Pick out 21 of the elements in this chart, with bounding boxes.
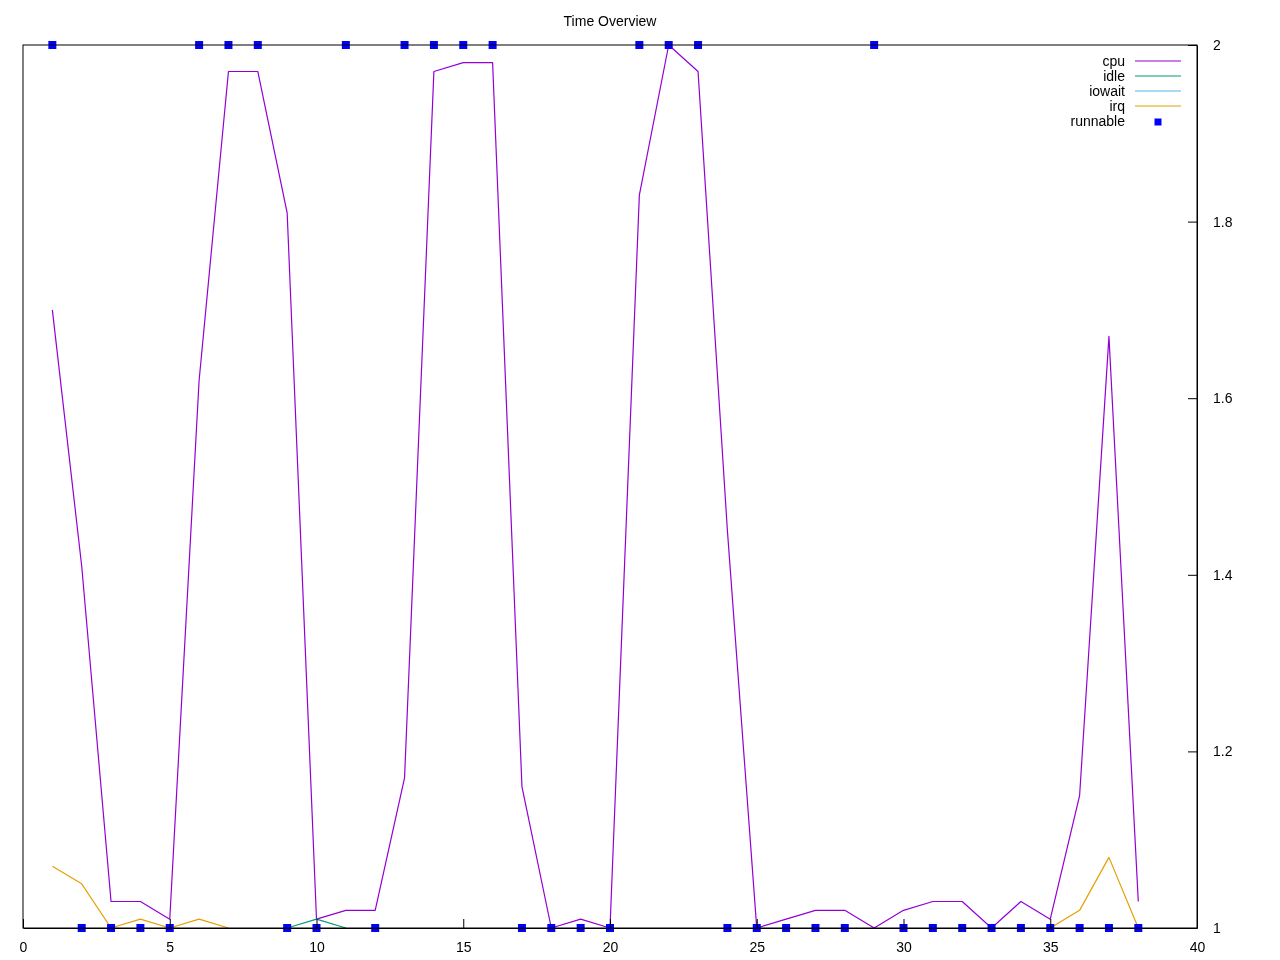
x-tick-label: 20 — [602, 938, 619, 955]
x-tick-label: 0 — [19, 938, 28, 955]
x-tick-label: 15 — [455, 938, 472, 955]
y-tick-label: 1 — [1213, 919, 1221, 936]
legend-label: idle — [1103, 68, 1126, 84]
x-tick-label: 25 — [749, 938, 766, 955]
chart-title: Time Overview — [563, 13, 658, 29]
y-tick-label: 2 — [1213, 36, 1221, 53]
y-tick-label: 1.6 — [1213, 390, 1233, 407]
legend-label: irq — [1109, 98, 1125, 114]
y-tick-label: 1.2 — [1213, 743, 1233, 760]
x-tick-label: 5 — [166, 938, 175, 955]
y-tick-label: 1.4 — [1213, 566, 1233, 583]
legend-label: cpu — [1102, 53, 1125, 69]
x-tick-label: 40 — [1189, 938, 1206, 955]
legend-label: runnable — [1070, 113, 1126, 129]
legend-label: iowait — [1089, 83, 1126, 99]
x-tick-label: 10 — [309, 938, 325, 955]
y-tick-label: 1.8 — [1213, 213, 1233, 230]
x-tick-label: 30 — [896, 938, 912, 955]
x-tick-label: 35 — [1042, 938, 1059, 955]
